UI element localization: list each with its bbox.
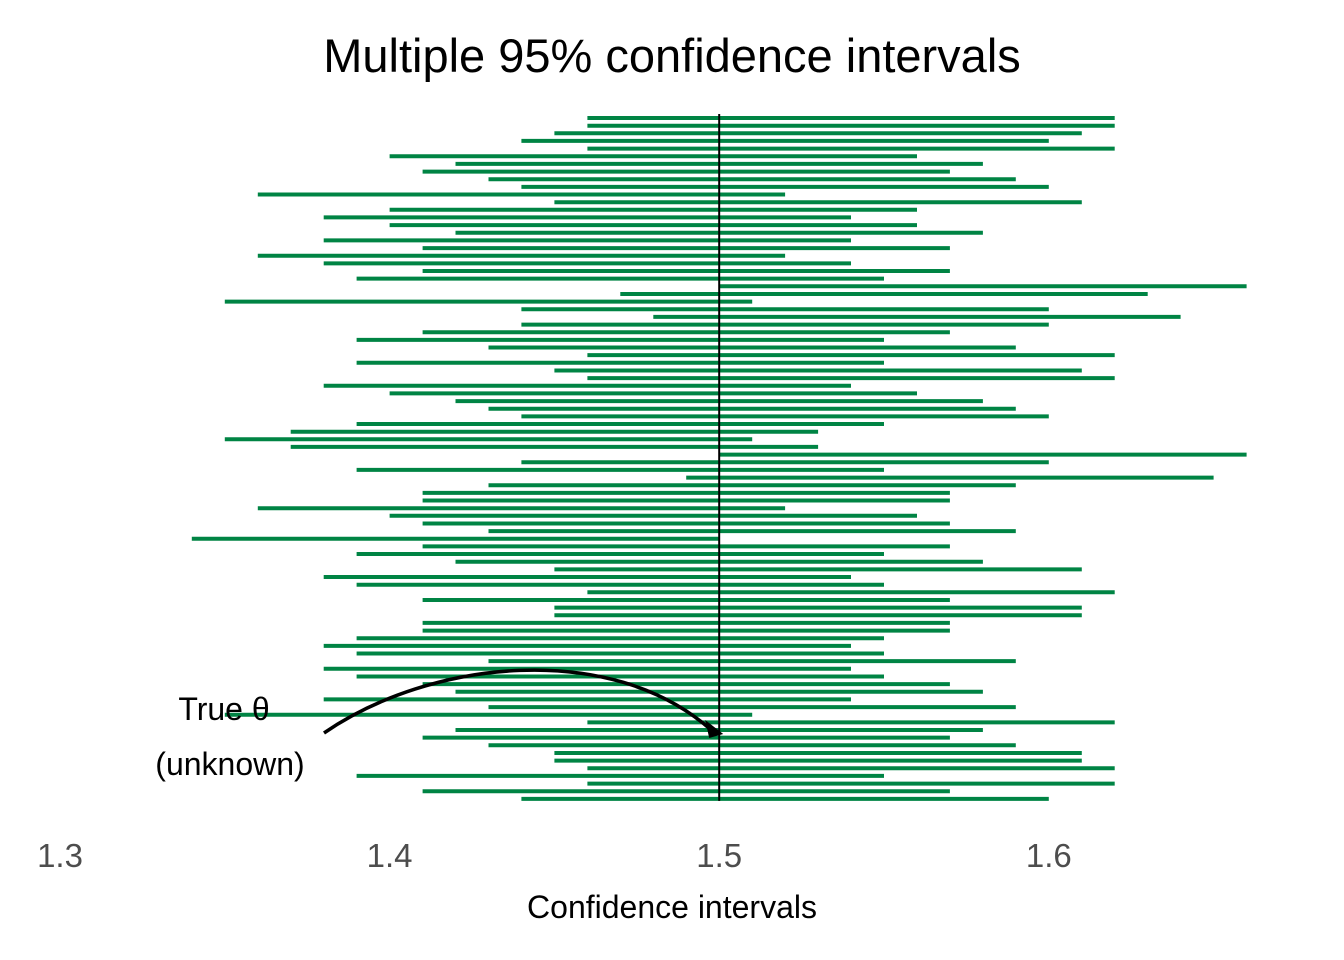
chart-title: Multiple 95% confidence intervals	[323, 29, 1021, 82]
annotation-line-1: True θ	[178, 691, 269, 727]
annotation-arrow	[323, 668, 713, 735]
annotation-line-2: (unknown)	[155, 746, 304, 782]
x-tick-label: 1.3	[37, 837, 83, 874]
x-tick-label: 1.4	[367, 837, 413, 874]
true-theta-annotation: True θ (unknown)	[155, 668, 724, 782]
x-tick-label: 1.5	[696, 837, 742, 874]
x-axis-label: Confidence intervals	[527, 889, 817, 925]
x-axis-ticks: 1.3 1.4 1.5 1.6	[37, 837, 1072, 874]
x-tick-label: 1.6	[1026, 837, 1072, 874]
annotation-arrowhead-icon	[705, 720, 724, 738]
interval-series	[191, 116, 1247, 801]
